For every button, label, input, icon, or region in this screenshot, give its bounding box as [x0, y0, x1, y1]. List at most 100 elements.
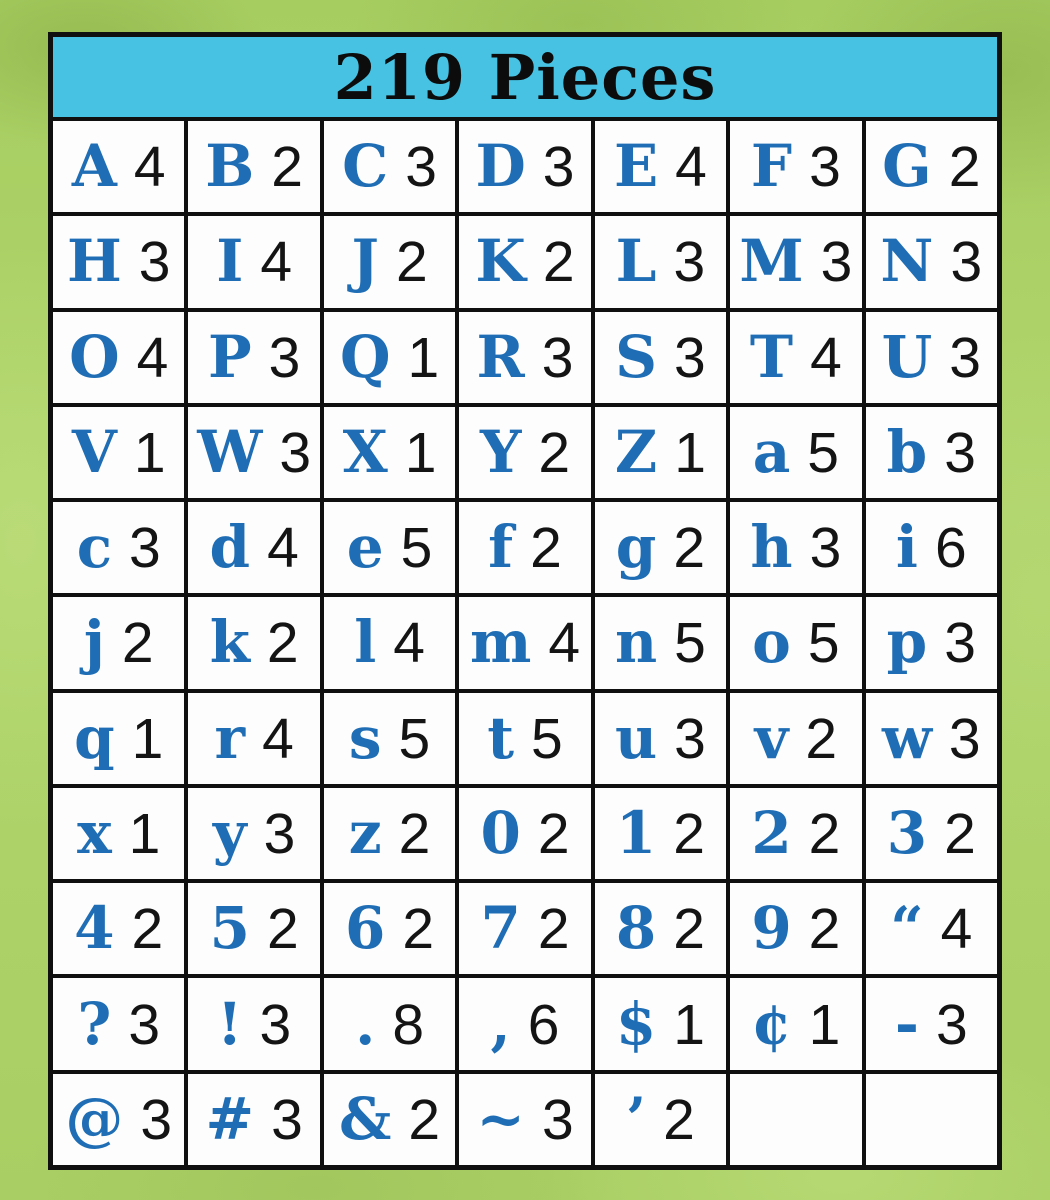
tile-cell: “4	[865, 883, 997, 975]
tile-pair: #3	[205, 1090, 302, 1149]
tile-pair: @3	[65, 1090, 172, 1149]
tile-glyph: 9	[751, 894, 792, 963]
tile-count: 1	[131, 706, 164, 771]
tile-count: 3	[129, 516, 161, 581]
tile-count: 3	[944, 420, 976, 485]
tile-glyph: k	[209, 608, 250, 677]
tile-glyph: r	[214, 703, 246, 772]
tile-count: 1	[404, 420, 437, 485]
tile-count: 2	[408, 1087, 441, 1152]
tile-count: 3	[820, 230, 853, 295]
tile-glyph: J	[351, 227, 379, 296]
tile-count: 3	[809, 135, 841, 200]
tile-count: 4	[133, 135, 166, 200]
tile-glyph: j	[83, 608, 105, 677]
tile-glyph: q	[74, 703, 115, 772]
tile-count: 3	[271, 1087, 303, 1152]
tile-glyph: L	[615, 227, 657, 296]
tile-pair: ’ 2	[626, 1090, 695, 1149]
tile-pair: & 2	[339, 1090, 440, 1149]
tile-count: 1	[674, 420, 706, 485]
tile-glyph: 2	[751, 799, 792, 868]
tile-glyph: i	[895, 513, 918, 582]
tile-count: 4	[260, 230, 293, 295]
tile-count: 5	[398, 706, 431, 771]
tile-glyph: C	[342, 132, 389, 201]
tile-glyph: W	[197, 417, 263, 486]
tile-glyph: D	[475, 132, 526, 201]
tile-count: 3	[405, 135, 437, 200]
tile-count: 3	[949, 325, 981, 390]
tile-glyph: Z	[614, 417, 658, 486]
tile-glyph: ~	[476, 1084, 525, 1153]
tile-count: 3	[259, 992, 292, 1057]
tile-cell: #3	[188, 1073, 320, 1165]
tile-cell: .8	[323, 978, 456, 1070]
tile-glyph: c	[76, 513, 113, 582]
tile-glyph: G	[882, 132, 932, 201]
tile-glyph: 6	[345, 894, 386, 963]
tile-glyph: 7	[480, 894, 521, 963]
tile-glyph: t	[487, 703, 515, 772]
tile-count: 8	[392, 992, 425, 1057]
tile-glyph: #	[205, 1084, 255, 1153]
tile-pair: ,6	[491, 995, 560, 1054]
tile-glyph: A	[71, 132, 117, 201]
tile-glyph: o	[752, 608, 791, 677]
tile-count: 2	[673, 897, 705, 962]
tile-glyph: Y	[479, 417, 522, 486]
tile-count: 3	[674, 706, 706, 771]
tile-count: 4	[136, 325, 169, 390]
tile-glyph: O	[69, 322, 120, 391]
tile-count: 3	[674, 325, 706, 390]
tile-glyph: I	[216, 227, 244, 296]
tile-count: 3	[541, 1087, 574, 1152]
tile-count: 3	[140, 1087, 173, 1152]
